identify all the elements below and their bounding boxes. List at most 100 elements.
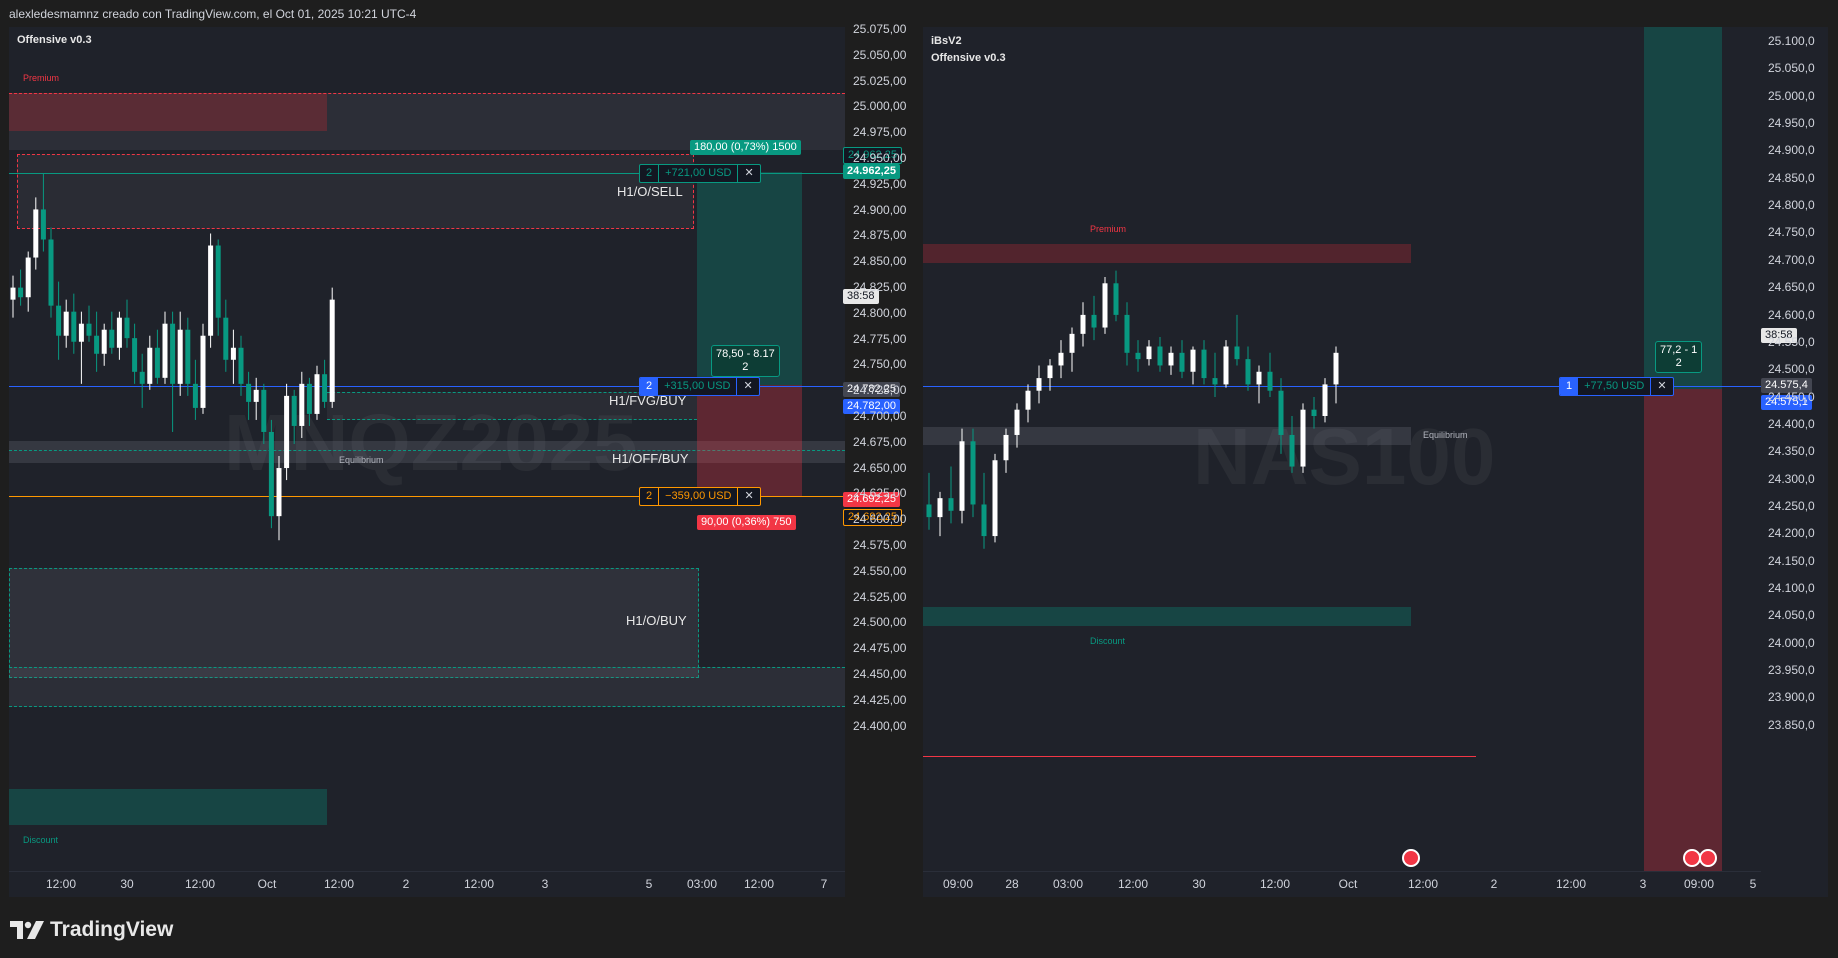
left-indicator-title: Offensive v0.3: [17, 34, 92, 46]
left-price-axis[interactable]: 24.962,25 24.962,25 38:58 24.782,25 24.7…: [843, 22, 919, 871]
candle-body: [1190, 349, 1196, 372]
close-icon[interactable]: ✕: [737, 488, 759, 505]
right-x-tick: 09:00: [942, 877, 974, 891]
close-icon[interactable]: ✕: [736, 378, 758, 395]
candle-body: [291, 395, 297, 426]
candle-body: [200, 335, 206, 408]
position-entry[interactable]: 2 +315,00 USD ✕: [639, 377, 760, 396]
left-y-tick: 24.475,00: [853, 641, 907, 656]
candle-body: [63, 311, 69, 336]
left-chart-pane[interactable]: Offensive v0.3 MNQZ2025 Premium H1/O/SEL…: [9, 27, 845, 897]
rr-line2: 2: [1675, 357, 1682, 369]
entry-line[interactable]: [923, 386, 1761, 387]
candle-body: [1080, 314, 1086, 334]
last-price-tag: 24.782,25: [843, 382, 900, 397]
candle-body: [1003, 434, 1009, 461]
candle-body: [322, 374, 328, 402]
candle-body: [329, 299, 335, 402]
right-chart-pane[interactable]: iBsV2 Offensive v0.3 NAS100 Premium Equi…: [923, 27, 1828, 897]
right-y-tick: 24.700,0: [1768, 252, 1815, 267]
long-position-stop-area[interactable]: [697, 385, 802, 497]
left-x-tick: 12:00: [743, 877, 775, 891]
left-y-tick: 24.450,00: [853, 667, 907, 681]
candle-body: [948, 498, 954, 511]
left-plot-area[interactable]: Offensive v0.3 MNQZ2025 Premium H1/O/SEL…: [9, 27, 845, 871]
tradingview-footer[interactable]: TradingView: [10, 918, 173, 942]
right-candles: [926, 270, 1339, 549]
candle-body: [253, 389, 259, 402]
left-y-tick: 24.600,00: [853, 512, 907, 527]
left-y-tick: 24.575,00: [853, 538, 907, 552]
candle-body: [40, 209, 46, 240]
candle-body: [1179, 352, 1185, 372]
stop-loss-line[interactable]: [9, 496, 845, 497]
candle-body: [1300, 409, 1306, 467]
position-tp-order[interactable]: 2 +721,00 USD ✕: [639, 164, 761, 183]
us-flag-icon[interactable]: [1699, 849, 1717, 867]
candle-body: [1102, 283, 1108, 328]
right-time-axis[interactable]: 09:00 28 03:00 12:00 30 12:00 Oct 12:00 2 12:00 3 0…: [923, 871, 1761, 897]
candle-body: [1322, 384, 1328, 417]
right-x-tick: 30: [1192, 877, 1206, 891]
left-y-tick: 24.825,00: [853, 280, 907, 294]
stop-tag[interactable]: 90,00 (0,36%) 750: [697, 515, 796, 530]
equilibrium-label: Equilibrium: [339, 455, 384, 465]
right-price-axis[interactable]: 38:58 24.575,4 24.575,1 25.100,0 25.050,0…: [1761, 27, 1828, 871]
entry-price-tag: 24.782,00: [843, 399, 900, 414]
left-x-tick: 3: [541, 877, 549, 891]
candle-body: [992, 460, 998, 537]
long-position-target-area[interactable]: [1644, 27, 1722, 389]
brand-name: TradingView: [50, 918, 174, 941]
candle-body: [1014, 409, 1020, 435]
left-y-tick: 25.000,00: [853, 99, 907, 114]
candle-body: [101, 329, 107, 354]
right-y-tick: 23.900,0: [1768, 690, 1815, 705]
entry-line[interactable]: [9, 386, 845, 387]
left-time-axis[interactable]: 12:00 30 12:00 Oct 12:00 2 12:00 3 5 03:00 12:00 7: [9, 871, 845, 897]
take-profit-line[interactable]: [9, 173, 845, 174]
right-y-tick: 24.900,0: [1768, 143, 1815, 158]
equilibrium-zone: [923, 427, 1411, 445]
left-y-tick: 25.050,00: [853, 47, 907, 62]
candle-body: [94, 335, 100, 354]
tradingview-logo-icon: [10, 921, 44, 939]
candle-body: [147, 347, 153, 384]
red-level-line[interactable]: [923, 756, 1476, 757]
long-position-stop-area[interactable]: [1644, 389, 1722, 871]
candle-body: [1333, 352, 1339, 385]
candle-body: [48, 239, 54, 306]
left-y-tick: 24.700,00: [853, 409, 907, 423]
target-tag[interactable]: 180,00 (0,73%) 1500: [690, 140, 801, 155]
candle-body: [132, 338, 138, 372]
discount-label: Discount: [1090, 636, 1126, 646]
close-icon[interactable]: ✕: [1650, 378, 1672, 395]
candle-body: [1256, 371, 1262, 385]
right-x-tick: 5: [1749, 877, 1757, 891]
discount-zone: [9, 789, 327, 825]
right-y-tick: 24.250,0: [1768, 498, 1815, 513]
candle-body: [215, 245, 221, 318]
close-icon[interactable]: ✕: [737, 165, 759, 182]
candle-body: [116, 317, 122, 348]
last-price-tag: 24.575,4: [1761, 378, 1812, 393]
position-entry[interactable]: 1 +77,50 USD ✕: [1559, 377, 1674, 396]
right-y-tick: 24.200,0: [1768, 526, 1815, 541]
candle-body: [1201, 349, 1207, 379]
off-zone: [9, 450, 845, 473]
candle-body: [238, 347, 244, 384]
right-watermark: NAS100: [1193, 412, 1496, 501]
left-y-tick: 24.975,00: [853, 125, 907, 140]
left-y-tick: 24.650,00: [853, 460, 907, 475]
candle-body: [25, 257, 31, 298]
candle-body: [1234, 346, 1240, 360]
premium-zone: [923, 244, 1411, 263]
left-y-tick: 24.775,00: [853, 331, 907, 346]
position-sl-order[interactable]: 2 −359,00 USD ✕: [639, 487, 761, 506]
us-flag-icon[interactable]: [1402, 849, 1420, 867]
right-y-tick: 25.050,0: [1768, 61, 1815, 76]
right-y-tick: 24.000,0: [1768, 635, 1815, 650]
right-plot-area[interactable]: iBsV2 Offensive v0.3 NAS100 Premium Equi…: [923, 27, 1761, 871]
candle-body: [1047, 365, 1053, 379]
risk-reward-box: 78,50 - 8.17 2: [711, 345, 780, 377]
candle-body: [78, 323, 84, 342]
